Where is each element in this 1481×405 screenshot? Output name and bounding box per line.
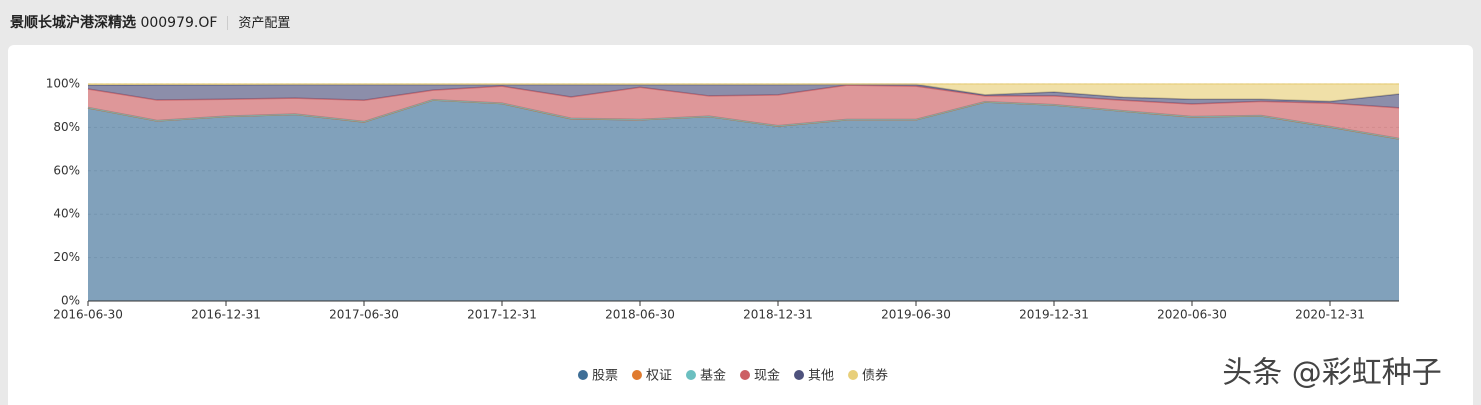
x-tick-label: 2019-12-31 [1019, 308, 1089, 322]
legend-label: 股票 [592, 369, 618, 384]
area [88, 84, 1399, 102]
x-tick-label: 2018-12-31 [743, 308, 813, 322]
x-tick-label: 2016-12-31 [191, 308, 261, 322]
separator [227, 16, 229, 30]
tab[interactable]: 资产配置 [238, 16, 291, 31]
x-tick-label: 2018-06-30 [605, 308, 675, 322]
y-tick-label: 0% [61, 294, 80, 308]
area [88, 100, 1399, 301]
area [88, 84, 1399, 108]
watermark: 头条 @彩虹种子 [1222, 356, 1442, 391]
legend-label: 其他 [808, 369, 834, 384]
fund-code: 000979.OF [140, 15, 218, 31]
legend-marker [577, 370, 588, 380]
x-tick-label: 2020-06-30 [1157, 308, 1227, 322]
legend-marker [740, 370, 750, 380]
legend-label: 基金 [700, 368, 726, 384]
area [88, 85, 1399, 139]
y-tick-label: 20% [53, 250, 80, 264]
legend-marker [685, 370, 696, 380]
legend-label: 债券 [862, 368, 888, 384]
y-tick-label: 100% [46, 77, 80, 91]
x-tick-label: 2019-06-30 [881, 308, 951, 322]
fund-title: 景顺长城沪港深精选 [10, 15, 136, 31]
x-tick-label: 2017-12-31 [467, 308, 537, 322]
x-tick-label: 2016-06-30 [53, 308, 123, 322]
y-tick-label: 40% [53, 207, 80, 221]
y-tick-label: 80% [53, 120, 80, 134]
legend-marker [848, 370, 859, 380]
legend-label: 现金 [754, 368, 780, 384]
legend-marker [794, 370, 805, 380]
y-tick-label: 60% [53, 163, 80, 177]
legend-label: 权证 [646, 368, 672, 384]
x-tick-label: 2020-12-31 [1295, 308, 1365, 322]
x-tick-label: 2017-06-30 [329, 308, 399, 322]
header: 景顺长城沪港深精选 000979.OF 资产配置 [10, 12, 290, 32]
legend-marker [631, 370, 642, 380]
